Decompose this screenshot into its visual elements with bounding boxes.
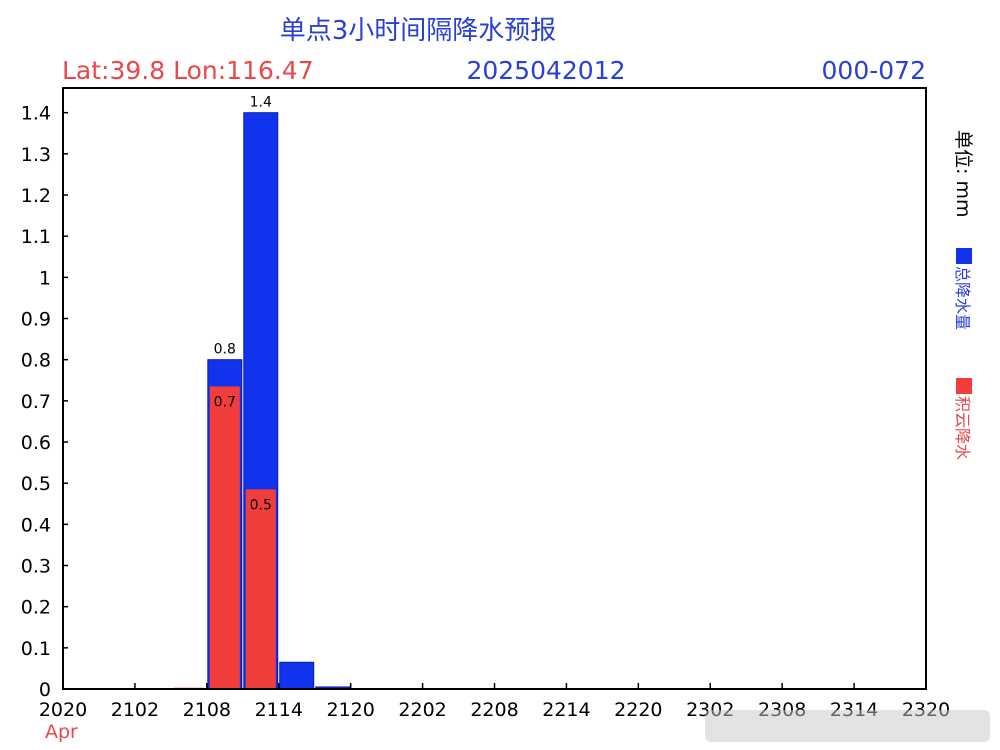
bar-convective [245,489,276,689]
data-label: 1.4 [250,95,272,111]
y-tick-label: 0.5 [21,473,51,495]
plot-frame [62,87,927,690]
x-tick-label: 2220 [614,699,662,721]
init-time-label: 2025042012 [466,56,625,85]
y-tick-label: 0.3 [21,556,51,578]
y-tick-label: 0.7 [21,391,51,413]
watermark [705,710,990,742]
legend-total-swatch [956,248,972,264]
y-tick-label: 0.6 [21,432,51,454]
y-axis: 0 0.1 0.2 0.3 0.4 0.5 0.6 0.7 0.8 0.9 1 1.1 1.2 1.3 1.… [21,103,68,701]
data-label: 0.5 [250,497,272,513]
data-label: 0.8 [214,342,236,358]
y-tick-label: 1.1 [21,226,51,248]
lead-range-label: 000-072 [822,56,926,85]
y-tick-label: 0 [39,679,51,701]
unit-label: 单位: mm [952,130,974,217]
y-tick-label: 1 [39,267,51,289]
x-tick-label: 2208 [470,699,518,721]
x-tick-label: 2214 [542,699,590,721]
x-tick-label: 2102 [111,699,159,721]
y-tick-label: 0.8 [21,350,51,372]
data-labels: 0.8 0.7 1.4 0.5 [214,95,272,514]
x-tick-label: 2020 [39,699,87,721]
y-tick-label: 1.3 [21,144,51,166]
y-tick-label: 0.9 [21,309,51,331]
legend-conv-swatch [956,378,972,394]
x-tick-label: 2202 [398,699,446,721]
bar-convective [209,386,240,689]
y-tick-label: 1.2 [21,185,51,207]
chart-title: 单点3小时间隔降水预报 [280,16,557,46]
y-tick-label: 0.4 [21,514,51,536]
data-label: 0.7 [214,394,236,410]
legend-total-label: 总降水量 [953,266,972,330]
x-tick-label: 2120 [326,699,374,721]
location-label: Lat:39.8 Lon:116.47 [62,56,314,85]
x-tick-label: 2108 [183,699,231,721]
x-tick-label: 2114 [255,699,303,721]
y-tick-label: 0.1 [21,638,51,660]
bars-layer [173,112,351,690]
legend-conv-label: 积云降水 [953,396,972,460]
y-tick-label: 1.4 [21,103,51,125]
bar-total [279,661,315,690]
x-month-label: Apr [45,721,78,743]
y-tick-label: 0.2 [21,597,51,619]
